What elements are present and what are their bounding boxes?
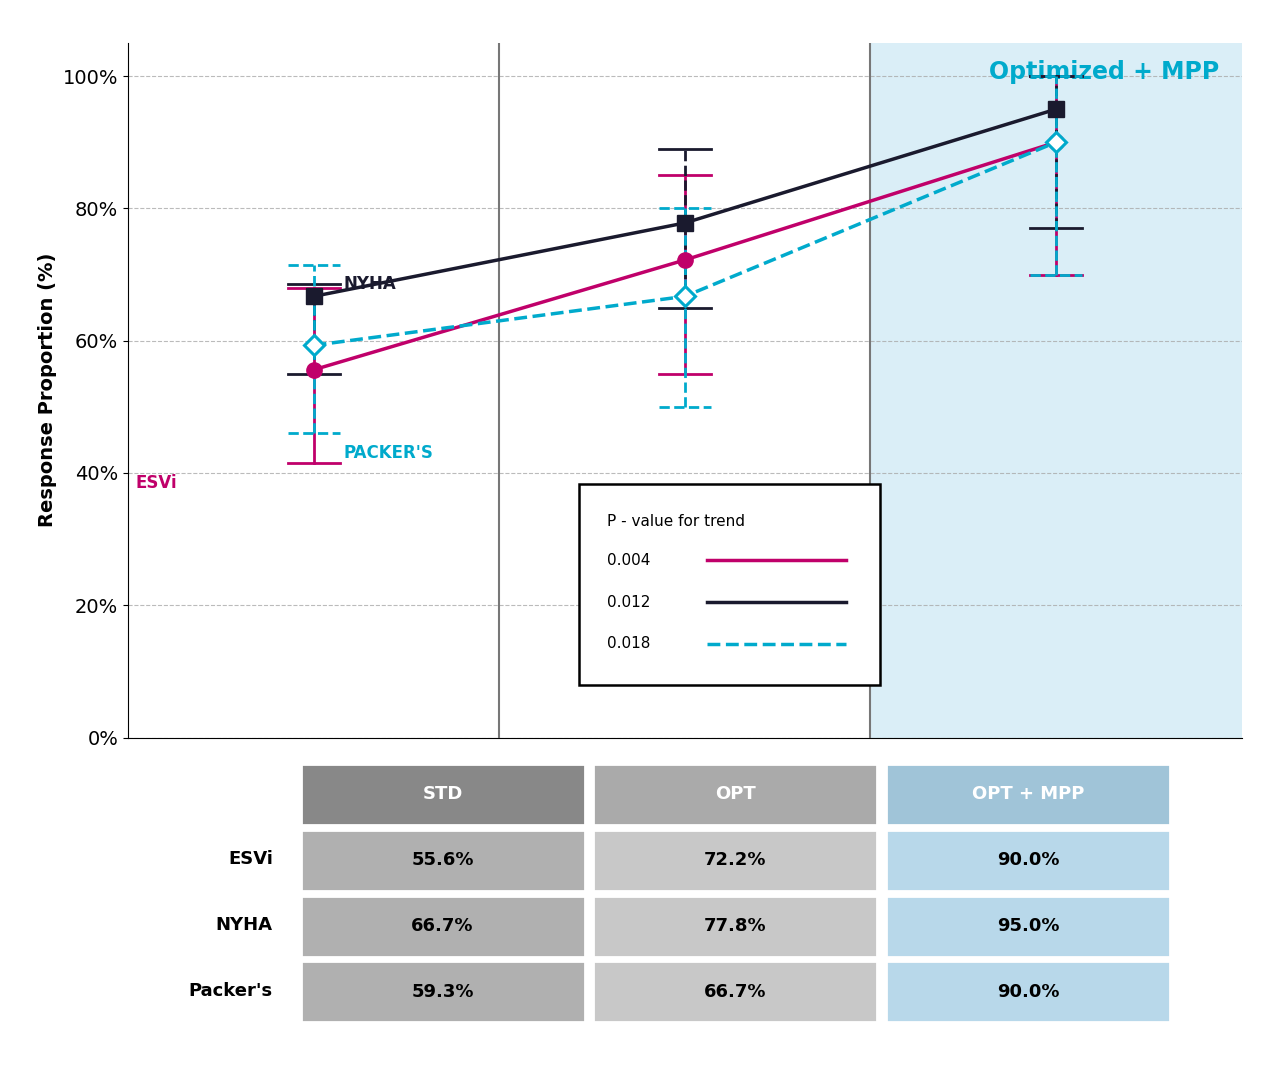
- Text: 55.6%: 55.6%: [411, 851, 474, 869]
- Text: ESVi: ESVi: [136, 473, 177, 492]
- FancyBboxPatch shape: [301, 962, 585, 1022]
- Text: NYHA: NYHA: [343, 275, 396, 294]
- FancyBboxPatch shape: [886, 895, 1170, 957]
- Text: ESVi: ESVi: [228, 850, 273, 868]
- Text: P - value for trend: P - value for trend: [607, 514, 745, 529]
- Text: Packer's: Packer's: [188, 981, 273, 1000]
- FancyBboxPatch shape: [594, 895, 878, 957]
- Text: 66.7%: 66.7%: [704, 983, 767, 1001]
- Text: 59.3%: 59.3%: [411, 983, 474, 1001]
- Text: 0.018: 0.018: [607, 636, 650, 651]
- Text: STD: STD: [422, 785, 463, 804]
- FancyBboxPatch shape: [301, 764, 585, 825]
- Text: 95.0%: 95.0%: [997, 917, 1060, 935]
- Bar: [870, 43, 1242, 737]
- Text: 72.2%: 72.2%: [704, 851, 767, 869]
- FancyBboxPatch shape: [886, 830, 1170, 891]
- Text: 0.004: 0.004: [607, 553, 650, 568]
- Text: OPT + MPP: OPT + MPP: [972, 785, 1084, 804]
- Text: 90.0%: 90.0%: [997, 851, 1060, 869]
- FancyBboxPatch shape: [594, 962, 878, 1022]
- Text: 77.8%: 77.8%: [704, 917, 767, 935]
- FancyBboxPatch shape: [886, 764, 1170, 825]
- FancyBboxPatch shape: [886, 962, 1170, 1022]
- FancyBboxPatch shape: [301, 830, 585, 891]
- Text: NYHA: NYHA: [216, 916, 273, 934]
- Text: Optimized + MPP: Optimized + MPP: [989, 60, 1220, 84]
- FancyBboxPatch shape: [594, 764, 878, 825]
- Y-axis label: Response Proportion (%): Response Proportion (%): [38, 253, 58, 527]
- Text: 90.0%: 90.0%: [997, 983, 1060, 1001]
- Text: OPT: OPT: [716, 785, 756, 804]
- Text: 66.7%: 66.7%: [411, 917, 474, 935]
- FancyBboxPatch shape: [301, 895, 585, 957]
- FancyBboxPatch shape: [579, 484, 879, 685]
- Text: PACKER'S: PACKER'S: [343, 444, 433, 462]
- FancyBboxPatch shape: [594, 830, 878, 891]
- Text: 0.012: 0.012: [607, 595, 650, 610]
